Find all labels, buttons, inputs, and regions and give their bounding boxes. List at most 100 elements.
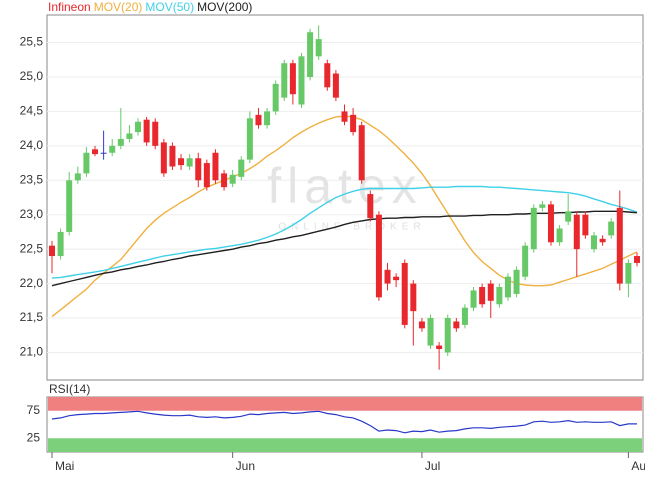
price-panel — [46, 14, 644, 381]
candle-body — [358, 125, 365, 181]
candle-body — [152, 121, 159, 146]
rsi-tick-label: 25 — [27, 430, 41, 444]
candle-body — [530, 207, 537, 250]
candle-body — [513, 269, 520, 294]
candle-body — [367, 194, 374, 219]
candle-body — [547, 204, 554, 243]
candle-body — [496, 287, 503, 305]
candle-body — [272, 83, 279, 112]
candle-body — [238, 159, 245, 177]
candle-body — [461, 307, 468, 325]
ma-line — [51, 185, 638, 279]
y-tick-label: 23,5 — [20, 172, 44, 186]
candle-body — [195, 158, 202, 181]
candle-body — [160, 142, 167, 174]
candle-body — [315, 39, 322, 57]
candle-body — [264, 111, 271, 126]
candle-body — [332, 73, 339, 98]
candle-body — [169, 145, 176, 167]
candle-body — [186, 158, 193, 167]
candle-body — [281, 63, 288, 98]
candle-body — [393, 276, 400, 281]
candle-body — [410, 283, 417, 312]
y-tick-label: 24,0 — [20, 138, 44, 152]
rsi-tick-label: 75 — [27, 403, 41, 417]
candle-body — [401, 262, 408, 325]
candle-body — [49, 245, 55, 257]
x-tick-label: Jun — [236, 459, 255, 473]
candle-body — [289, 63, 296, 95]
x-tick-label: Aug — [631, 459, 645, 473]
watermark-logo: flatex — [267, 158, 423, 214]
candle-body — [57, 231, 64, 257]
candle-body — [135, 121, 142, 133]
candle-body — [504, 276, 511, 298]
watermark-sub: ONLINE BROKER — [278, 222, 425, 233]
rsi-legend: RSI(14) — [49, 382, 90, 396]
ma-line — [51, 210, 638, 287]
candle-body — [74, 173, 81, 181]
candle-body — [418, 321, 425, 329]
x-tick-label: Mai — [55, 459, 74, 473]
candle-body — [573, 214, 580, 250]
candle-body — [539, 204, 546, 208]
candle-body — [109, 145, 116, 153]
legend-entry: Infineon — [48, 0, 91, 14]
candle-body — [625, 262, 632, 284]
y-tick-label: 22,5 — [20, 241, 44, 255]
candle-body — [599, 238, 606, 243]
y-tick-label: 22,0 — [20, 276, 44, 290]
rsi-band-low — [48, 438, 642, 452]
rsi-line — [51, 410, 637, 434]
candle-body — [487, 283, 494, 301]
y-tick-label: 24,5 — [20, 104, 44, 118]
candle-body — [341, 111, 348, 122]
candle-body — [117, 138, 124, 146]
candle-body — [470, 290, 477, 308]
y-tick-label: 25,0 — [20, 69, 44, 83]
legend-entry: MOV(20) — [94, 0, 143, 14]
candle-body — [556, 228, 563, 243]
candle-body — [436, 345, 443, 350]
candle-body — [324, 63, 331, 88]
candle-body — [212, 152, 219, 181]
candle-body — [634, 256, 640, 263]
legend-entry: MOV(200) — [197, 0, 252, 14]
candle-body — [221, 173, 228, 188]
x-tick-label: Jul — [425, 459, 440, 473]
y-tick-label: 23,0 — [20, 207, 44, 221]
candle-body — [298, 56, 305, 105]
candle-body — [453, 321, 460, 329]
candle-body — [229, 174, 236, 184]
candle-body — [565, 211, 572, 222]
candle-body — [427, 318, 434, 346]
candle-body — [126, 133, 133, 139]
watermark: flatex ONLINE BROKER — [267, 158, 425, 233]
candle-body — [255, 114, 262, 126]
candle-body — [178, 158, 185, 166]
candle-body — [375, 214, 382, 298]
candle-body — [608, 221, 615, 236]
candle-body — [143, 119, 150, 143]
y-tick-label: 21,0 — [20, 345, 44, 359]
candle-body — [384, 269, 391, 284]
candle-body — [83, 152, 90, 174]
y-tick-label: 25,5 — [20, 35, 44, 49]
candle-body — [92, 149, 99, 155]
candle-body — [66, 180, 73, 232]
legend-entry: MOV(50) — [145, 0, 194, 14]
candle-body — [582, 214, 589, 236]
candle-body — [479, 287, 486, 305]
y-tick-label: 21,5 — [20, 310, 44, 324]
rsi-band-high — [48, 397, 642, 411]
candle-body — [590, 235, 597, 250]
candle-body — [350, 114, 357, 133]
candle-body — [246, 118, 253, 160]
candle-body — [100, 152, 107, 154]
candle-body — [444, 318, 451, 353]
candle-body — [203, 163, 210, 188]
candle-body — [307, 32, 314, 77]
candle-body — [616, 207, 623, 284]
candle-body — [522, 245, 529, 277]
